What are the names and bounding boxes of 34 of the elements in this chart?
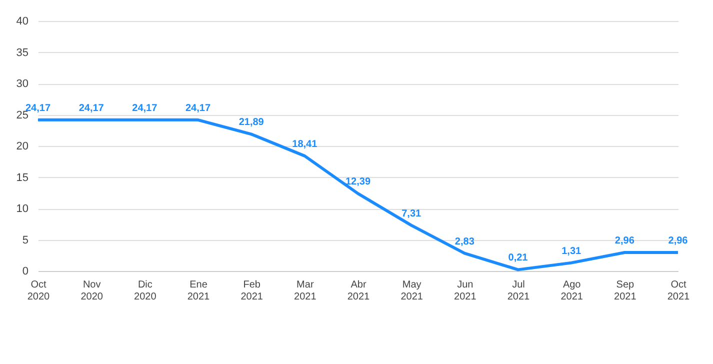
x-tick-label: Dic 2020 xyxy=(134,280,157,302)
data-label: 24,17 xyxy=(132,102,158,114)
data-label: 2,96 xyxy=(668,236,688,246)
x-tick-label: Abr 2021 xyxy=(347,280,370,302)
y-tick-label: 35 xyxy=(16,46,28,59)
y-tick-label: 5 xyxy=(22,234,28,246)
x-tick-label: Oct 2021 xyxy=(667,280,690,302)
data-label: 24,17 xyxy=(185,102,211,114)
data-label: 18,41 xyxy=(292,138,318,150)
x-tick-label: Nov 2020 xyxy=(80,280,104,302)
data-label: 1,31 xyxy=(562,246,582,257)
data-label: 21,89 xyxy=(238,117,264,128)
data-label: 2,83 xyxy=(454,236,475,248)
data-label: 12,39 xyxy=(345,176,371,188)
y-tick-label: 0 xyxy=(22,266,28,278)
y-tick-label: 40 xyxy=(16,16,28,28)
data-label: 2,96 xyxy=(614,236,635,246)
x-tick-label: Ago 2021 xyxy=(560,280,584,302)
x-tick-label: Ene 2021 xyxy=(187,280,210,302)
x-tick-label: Mar 2021 xyxy=(294,280,317,302)
data-label: 24,17 xyxy=(78,102,104,114)
x-tick-label: Feb 2021 xyxy=(240,280,264,302)
data-label: 7,31 xyxy=(402,208,422,220)
x-tick-label: Sep 2021 xyxy=(614,280,637,302)
y-tick-label: 30 xyxy=(16,78,28,90)
y-tick-label: 15 xyxy=(16,172,28,184)
data-label: 24,17 xyxy=(25,102,51,114)
x-tick-label: Jul 2021 xyxy=(507,280,530,302)
y-tick-label: 10 xyxy=(16,203,28,215)
y-tick-label: 20 xyxy=(16,140,28,152)
x-tick-label: Jun 2021 xyxy=(454,280,477,302)
data-label: 0,21 xyxy=(508,252,528,264)
x-tick-label: May 2021 xyxy=(400,280,424,302)
x-tick-label: Oct 2020 xyxy=(27,280,50,302)
